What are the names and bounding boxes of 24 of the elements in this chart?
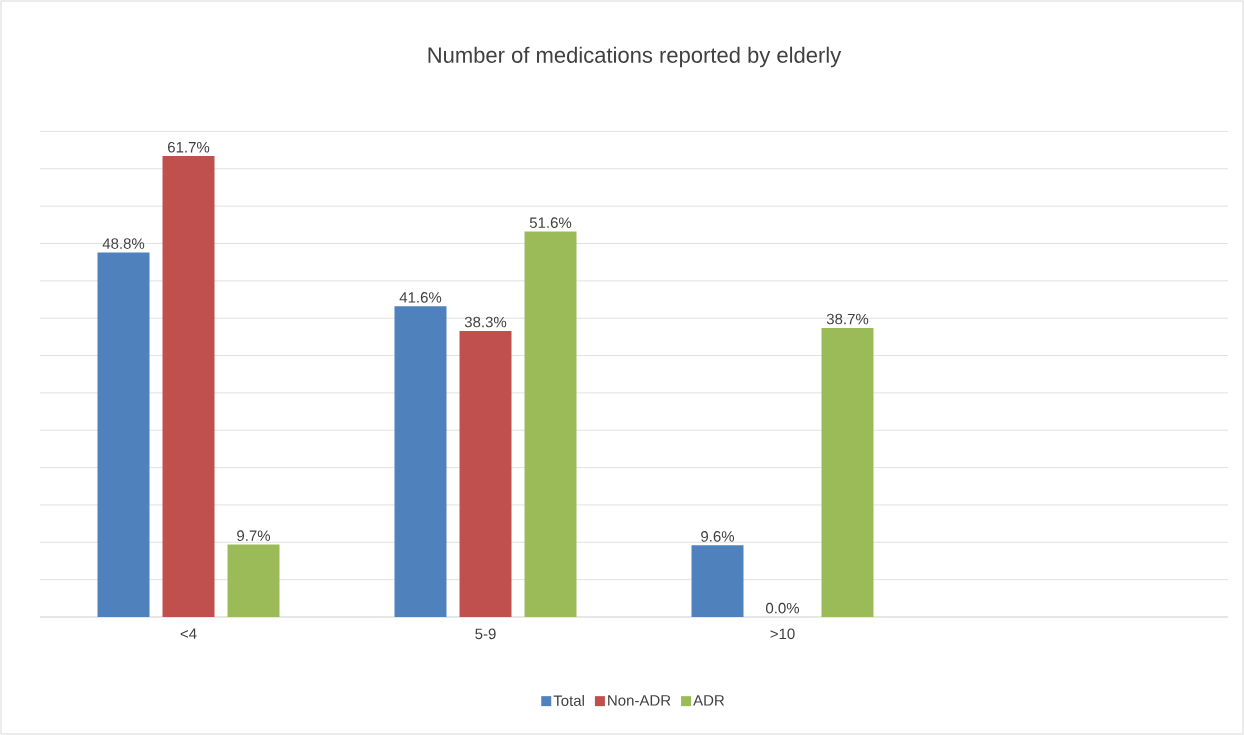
x-tick-label: <4 xyxy=(180,628,197,639)
legend-label: Total xyxy=(553,694,584,706)
legend-label: Non-ADR xyxy=(608,695,671,706)
data-label: 0.0% xyxy=(765,602,800,614)
bar xyxy=(97,252,150,617)
data-label: 9.6% xyxy=(701,531,735,542)
bar xyxy=(394,306,447,617)
bar xyxy=(162,156,215,617)
x-tick-label: 5-9 xyxy=(475,628,496,640)
data-label: 61.7% xyxy=(168,141,210,153)
bar xyxy=(227,544,280,617)
data-label: 51.6% xyxy=(529,217,572,228)
legend-label: ADR xyxy=(693,695,725,706)
bar xyxy=(524,231,577,617)
data-label: 38.3% xyxy=(464,316,507,328)
x-tick-label: >10 xyxy=(770,628,795,640)
bar xyxy=(459,330,512,617)
chart-title: Number of medications reported by elderly xyxy=(428,46,842,68)
data-label: 48.8% xyxy=(102,238,145,249)
data-label: 41.6% xyxy=(399,292,442,303)
data-label: 38.7% xyxy=(826,313,869,325)
bar xyxy=(821,327,874,617)
data-label: 9.7% xyxy=(237,530,271,541)
bar xyxy=(691,545,744,617)
